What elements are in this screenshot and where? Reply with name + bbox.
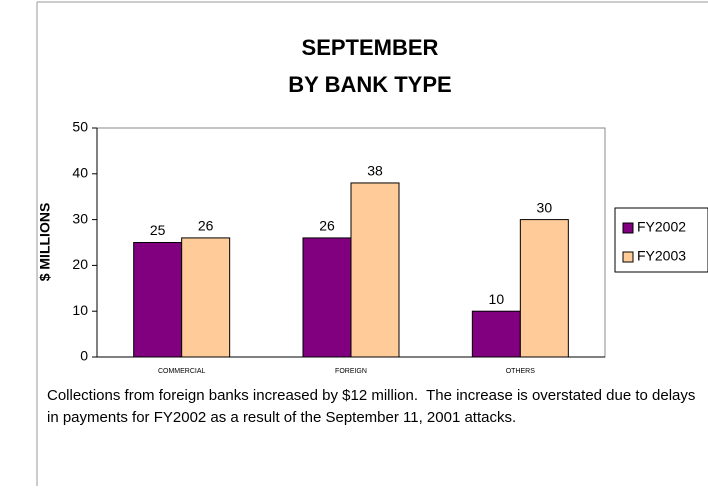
legend-swatch xyxy=(622,251,634,263)
y-axis-label: $ MILLIONS xyxy=(37,203,53,282)
data-label: 30 xyxy=(537,199,553,215)
chart-title: SEPTEMBER xyxy=(302,35,439,60)
y-tick-label: 40 xyxy=(72,165,88,181)
legend-label: FY2003 xyxy=(637,248,686,264)
data-label: 26 xyxy=(198,218,214,234)
y-tick-label: 20 xyxy=(72,256,88,272)
data-label: 25 xyxy=(150,222,166,238)
y-tick-label: 0 xyxy=(80,348,88,364)
caption: Collections from foreign banks increased… xyxy=(47,387,700,426)
legend-label: FY2002 xyxy=(637,219,686,235)
y-tick-label: 10 xyxy=(72,302,88,318)
bar xyxy=(181,237,231,358)
bar xyxy=(519,219,569,358)
y-tick-label: 50 xyxy=(72,119,88,135)
x-tick-label: FOREIGN xyxy=(335,368,367,375)
data-label: 10 xyxy=(489,291,505,307)
bar xyxy=(302,237,352,358)
data-label: 26 xyxy=(319,218,335,234)
bar xyxy=(471,310,521,358)
data-label: 38 xyxy=(367,163,383,179)
x-tick-label: COMMERCIAL xyxy=(158,368,206,375)
bar xyxy=(133,242,183,358)
y-tick-label: 30 xyxy=(72,210,88,226)
x-tick-label: OTHERS xyxy=(506,368,536,375)
bar xyxy=(350,182,400,358)
chart-title: BY BANK TYPE xyxy=(288,72,451,97)
legend-swatch xyxy=(622,222,634,234)
